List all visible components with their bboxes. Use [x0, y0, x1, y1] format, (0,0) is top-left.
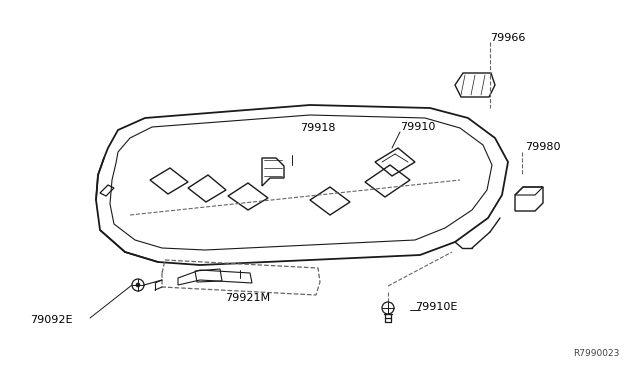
Text: 79910E: 79910E: [415, 302, 458, 312]
Text: 79921M: 79921M: [225, 293, 270, 303]
Circle shape: [136, 283, 140, 287]
Text: 79910: 79910: [400, 122, 435, 132]
Text: 79980: 79980: [525, 142, 561, 152]
Text: 79092E: 79092E: [30, 315, 72, 325]
Text: R7990023: R7990023: [573, 349, 620, 358]
Text: 79966: 79966: [490, 33, 525, 43]
Text: 79918: 79918: [300, 123, 335, 133]
